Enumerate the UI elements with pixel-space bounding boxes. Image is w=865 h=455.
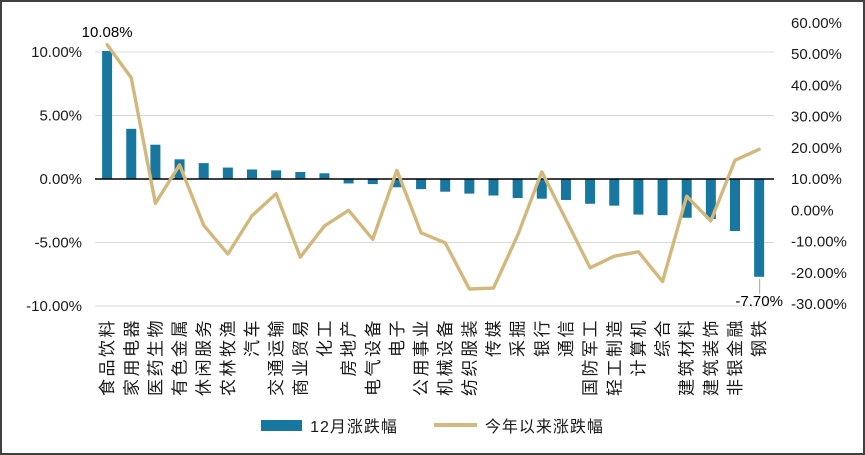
bar-series-swatch bbox=[261, 419, 303, 431]
category-label: 电气设备 bbox=[364, 318, 383, 396]
category-label: 钢铁 bbox=[750, 318, 769, 357]
bar-column bbox=[754, 179, 765, 277]
category-label: 电子 bbox=[388, 318, 407, 357]
bar-column bbox=[391, 179, 402, 188]
bar-column bbox=[416, 179, 427, 190]
category-label: 有色金属 bbox=[171, 318, 190, 396]
bar-column bbox=[247, 169, 257, 179]
bar-column bbox=[536, 179, 547, 199]
bar-column bbox=[560, 179, 571, 200]
category-label: 食品饮料 bbox=[98, 318, 117, 396]
left-axis-tick-label: -10.00% bbox=[26, 298, 82, 315]
bar-column bbox=[150, 144, 161, 179]
ytd-line bbox=[105, 42, 761, 291]
bar-column bbox=[295, 172, 306, 179]
bar-column bbox=[609, 179, 620, 206]
left-axis-tick-label: 0.00% bbox=[39, 171, 82, 188]
bar-column bbox=[222, 167, 233, 179]
category-label: 轻工制造 bbox=[605, 318, 624, 396]
category-label: 汽车 bbox=[243, 318, 262, 357]
right-axis-tick-label: 50.00% bbox=[791, 46, 842, 63]
category-label: 化工 bbox=[315, 318, 334, 357]
category-label: 综合 bbox=[654, 318, 673, 357]
right-axis-tick-label: 40.00% bbox=[791, 77, 842, 94]
bar-column bbox=[319, 173, 330, 179]
bar-column bbox=[585, 179, 596, 204]
bar-column bbox=[440, 179, 451, 192]
bar-column bbox=[657, 179, 668, 216]
category-label: 农林牧渔 bbox=[219, 318, 238, 396]
category-label: 通信 bbox=[557, 318, 576, 357]
legend-item-december-change[interactable]: 12月涨跌幅 bbox=[261, 413, 398, 437]
legend: 12月涨跌幅 今年以来涨跌幅 bbox=[2, 413, 863, 437]
bar-column bbox=[198, 163, 209, 179]
bar-column bbox=[126, 128, 137, 179]
right-axis-tick-label: 30.00% bbox=[791, 109, 842, 126]
right-axis-tick-label: -30.00% bbox=[791, 296, 847, 313]
data-label: 10.08% bbox=[82, 24, 133, 41]
legend-item-ytd-change[interactable]: 今年以来涨跌幅 bbox=[433, 413, 604, 437]
bar-column bbox=[271, 170, 282, 179]
category-label: 采掘 bbox=[509, 318, 528, 357]
category-label: 建筑材料 bbox=[678, 318, 697, 396]
bar-column bbox=[102, 50, 113, 179]
category-label: 机械设备 bbox=[436, 318, 455, 396]
bar-column bbox=[343, 179, 354, 184]
category-label: 房地产 bbox=[340, 318, 359, 377]
category-label: 公用事业 bbox=[412, 318, 431, 396]
category-label: 国防军工 bbox=[581, 318, 600, 396]
left-axis-tick-label: 5.00% bbox=[39, 108, 82, 125]
category-label: 交通运输 bbox=[267, 318, 286, 396]
bar-column bbox=[488, 179, 499, 196]
category-label: 医药生物 bbox=[146, 318, 165, 396]
bar-column bbox=[730, 179, 740, 232]
category-label: 休闲服务 bbox=[195, 318, 214, 396]
right-axis-tick-label: 60.00% bbox=[791, 15, 842, 32]
legend-label-december-change: 12月涨跌幅 bbox=[310, 419, 398, 436]
category-label: 家用电器 bbox=[122, 318, 141, 396]
right-axis-tick-label: -20.00% bbox=[791, 265, 847, 282]
right-axis-tick-label: -10.00% bbox=[791, 234, 847, 251]
left-axis-tick-label: 10.00% bbox=[31, 44, 82, 61]
legend-label-ytd-change: 今年以来涨跌幅 bbox=[484, 419, 604, 436]
category-label: 纺织服装 bbox=[460, 318, 479, 396]
bar-column bbox=[512, 179, 523, 199]
left-axis-tick-label: -5.00% bbox=[34, 235, 82, 252]
category-label: 商业贸易 bbox=[291, 318, 310, 396]
data-label: -7.70% bbox=[735, 293, 783, 310]
right-axis-tick-label: 20.00% bbox=[791, 140, 842, 157]
bar-column bbox=[633, 179, 644, 215]
category-label: 建筑装饰 bbox=[702, 318, 721, 396]
bar-column bbox=[464, 179, 475, 194]
bar-column bbox=[367, 179, 378, 185]
bar-column bbox=[705, 179, 716, 220]
category-label: 传媒 bbox=[485, 318, 504, 357]
category-label: 计算机 bbox=[629, 318, 648, 377]
category-label: 银行 bbox=[533, 318, 552, 357]
category-label: 非银金融 bbox=[726, 318, 745, 396]
line-series-swatch bbox=[433, 423, 477, 427]
right-axis-tick-label: 0.00% bbox=[791, 202, 834, 219]
right-axis-tick-label: 10.00% bbox=[791, 171, 842, 188]
